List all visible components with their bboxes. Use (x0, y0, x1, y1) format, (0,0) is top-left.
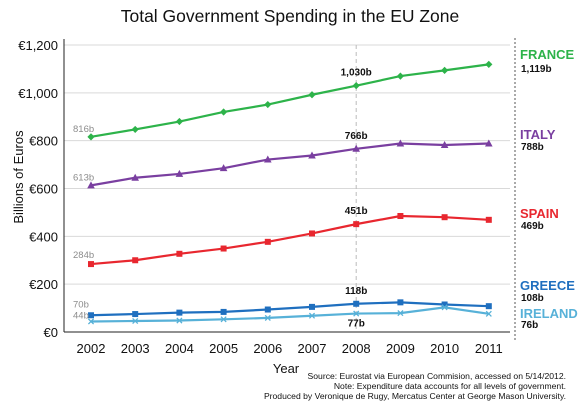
france-marker-2003 (131, 125, 139, 134)
series-line-greece (90, 301, 489, 317)
y-tick-label-600: €600 (29, 182, 58, 197)
italy-marker-2002 (87, 181, 95, 189)
france-label-2008: 1,030b (341, 68, 372, 79)
spain-marker-2011 (485, 216, 492, 223)
greece-label-2008: 118b (345, 286, 367, 297)
y-axis-title: Billions of Euros (11, 130, 26, 224)
greece-marker-2007 (309, 303, 315, 310)
legend-greece: GREECE (520, 278, 575, 293)
series-line-france (90, 63, 489, 138)
ireland-marker-2005 (220, 316, 227, 323)
x-axis-title: Year (273, 361, 300, 376)
italy-marker-2008 (352, 144, 360, 152)
france-marker-2011 (485, 60, 493, 68)
spain-label-2011: 469b (521, 221, 544, 232)
ireland-marker-2008 (353, 310, 360, 317)
italy-label-2008: 766b (345, 131, 368, 142)
ireland-marker-2007 (308, 312, 316, 319)
expenditure-note: Note: Expenditure data accounts for all … (333, 381, 566, 391)
y-tick-label-400: €400 (29, 229, 58, 244)
greece-marker-2010 (441, 301, 448, 308)
italy-marker-2009 (396, 139, 405, 147)
italy-marker-2010 (440, 140, 449, 148)
france-label-2002: 816b (73, 124, 94, 135)
ireland-marker-2004 (176, 317, 183, 324)
greece-marker-2006 (264, 306, 271, 313)
italy-marker-2005 (219, 164, 228, 172)
greece-marker-2009 (397, 299, 404, 306)
producer-credit: Produced by Veronique de Rugy, Mercatus … (263, 391, 566, 401)
y-tick-label-0: €0 (44, 325, 58, 340)
series-line-ireland (90, 306, 489, 323)
x-tick-label-2006: 2006 (253, 341, 282, 356)
spain-label-2008: 451b (345, 206, 368, 217)
series-line-spain (90, 214, 489, 266)
source-note: Source: Eurostat via European Commision,… (307, 371, 566, 381)
france-marker-2007 (308, 91, 316, 99)
greece-marker-2011 (485, 303, 492, 310)
ireland-marker-2003 (132, 317, 139, 325)
ireland-marker-2011 (485, 310, 492, 317)
ireland-marker-2002 (87, 318, 95, 325)
greece-marker-2008 (353, 300, 360, 307)
ireland-marker-2009 (397, 310, 404, 317)
spain-marker-2010 (441, 214, 448, 221)
italy-label-2011: 788b (521, 142, 544, 153)
france-marker-2002 (87, 133, 95, 141)
x-tick-label-2007: 2007 (298, 341, 327, 356)
italy-label-2002: 613b (73, 172, 94, 183)
italy-marker-2007 (308, 151, 316, 159)
legend-spain: SPAIN (520, 206, 559, 221)
france-marker-2004 (175, 117, 183, 126)
y-tick-label-1000: €1,000 (18, 86, 58, 101)
x-tick-label-2011: 2011 (475, 341, 503, 356)
spain-marker-2003 (132, 257, 139, 264)
greece-marker-2003 (132, 311, 139, 318)
italy-marker-2011 (485, 139, 493, 147)
greece-marker-2004 (176, 309, 183, 316)
italy-marker-2003 (131, 173, 139, 181)
spain-marker-2005 (220, 245, 227, 252)
ireland-label-2008: 77b (348, 319, 365, 330)
x-tick-label-2004: 2004 (165, 341, 194, 356)
greece-marker-2002 (88, 312, 94, 319)
spain-marker-2009 (397, 213, 404, 220)
spain-marker-2004 (176, 250, 183, 257)
ireland-marker-2010 (441, 304, 448, 311)
greece-label-2002: 70b (73, 299, 89, 310)
spain-marker-2008 (353, 221, 360, 228)
y-tick-label-200: €200 (29, 277, 58, 292)
x-tick-label-2003: 2003 (121, 341, 150, 356)
y-tick-label-1200: €1,200 (18, 38, 58, 53)
greece-marker-2005 (220, 308, 227, 315)
x-tick-label-2002: 2002 (77, 341, 106, 356)
chart-title: Total Government Spending in the EU Zone (120, 6, 460, 26)
ireland-label-2002: 44b (73, 310, 89, 321)
france-marker-2006 (264, 100, 272, 109)
x-tick-label-2005: 2005 (209, 341, 238, 356)
spain-marker-2002 (88, 261, 94, 268)
france-label-2011: 1,119b (521, 64, 552, 75)
france-marker-2008 (352, 82, 360, 90)
italy-marker-2006 (264, 155, 272, 163)
legend-ireland: IRELAND (520, 306, 578, 321)
x-tick-label-2010: 2010 (430, 341, 459, 356)
x-tick-label-2009: 2009 (386, 341, 415, 356)
france-marker-2010 (441, 66, 449, 74)
y-tick-label-800: €800 (29, 134, 58, 149)
spain-marker-2006 (264, 238, 271, 245)
italy-marker-2004 (175, 169, 184, 177)
spain-marker-2007 (309, 230, 315, 237)
legend-france: FRANCE (520, 47, 574, 62)
x-tick-label-2008: 2008 (342, 341, 371, 356)
ireland-marker-2006 (264, 314, 271, 321)
greece-label-2011: 108b (521, 293, 544, 304)
france-marker-2009 (396, 72, 404, 80)
legend-italy: ITALY (520, 127, 556, 142)
ireland-label-2011: 76b (521, 320, 538, 331)
series-line-italy (90, 142, 489, 187)
france-marker-2005 (220, 108, 228, 116)
spain-label-2002: 284b (73, 250, 94, 261)
